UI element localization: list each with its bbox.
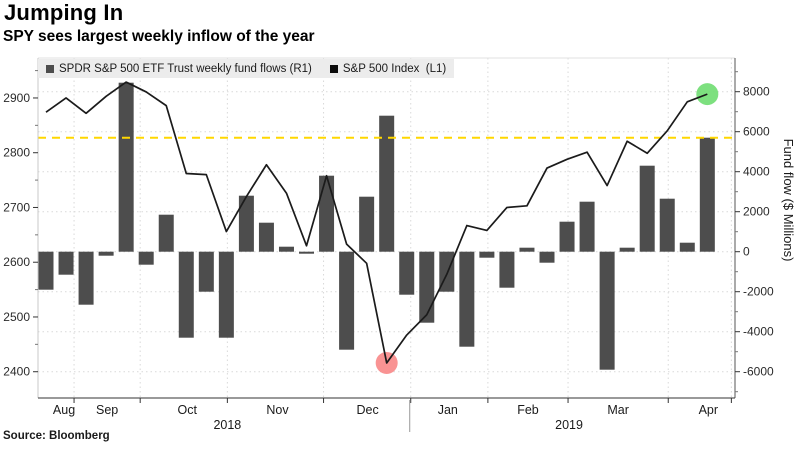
fund-flow-bar	[58, 251, 74, 275]
fund-flow-bar	[699, 137, 715, 252]
fund-flow-bar	[419, 251, 435, 323]
fund-flow-bar	[619, 247, 635, 252]
right-axis-tick-label: 8000	[743, 85, 770, 99]
fund-flow-bar	[98, 251, 114, 256]
fund-flow-bar	[299, 251, 315, 254]
fund-flow-bar	[559, 221, 575, 252]
fund-flow-bar	[519, 247, 535, 252]
right-axis-tick-label: -4000	[743, 325, 774, 339]
fund-flow-bar	[178, 251, 194, 338]
page-title: Jumping In	[4, 0, 124, 25]
legend-label-spx: S&P 500 Index (L1)	[342, 62, 447, 75]
left-axis-tick-label: 2600	[3, 255, 30, 269]
fund-flow-bar	[599, 251, 615, 370]
fund-flow-bar	[38, 251, 54, 290]
fund-flow-bar	[158, 214, 174, 252]
fund-flow-bar	[639, 165, 655, 252]
fund-flow-bar	[319, 175, 335, 252]
month-label: Feb	[517, 403, 539, 417]
fund-flow-bar	[679, 242, 695, 252]
right-axis-tick-label: 2000	[743, 205, 770, 219]
year-label: 2019	[555, 418, 583, 432]
fund-flow-bar	[258, 222, 274, 252]
fund-flow-bar	[218, 251, 234, 338]
fund-flow-bar	[198, 251, 214, 292]
fund-flow-bar	[379, 115, 395, 252]
left-axis-tick-label: 2800	[3, 146, 30, 160]
month-label: Apr	[699, 403, 718, 417]
fund-flow-bar	[278, 246, 294, 252]
year-label: 2018	[213, 418, 241, 432]
fund-flow-bar	[138, 251, 154, 265]
chart-subtitle: SPY sees largest weekly inflow of the ye…	[3, 28, 315, 45]
source-attribution: Source: Bloomberg	[3, 430, 110, 442]
month-label: Sep	[96, 403, 118, 417]
month-label: Oct	[178, 403, 198, 417]
right-axis-tick-label: -2000	[743, 285, 774, 299]
right-axis-tick-label: -6000	[743, 365, 774, 379]
fund-flow-bar	[359, 196, 375, 252]
month-label: Mar	[607, 403, 629, 417]
fund-flow-bar	[78, 251, 94, 305]
left-axis-tick-label: 2500	[3, 310, 30, 324]
right-axis-tick-label: 0	[743, 245, 750, 259]
month-label: Dec	[357, 403, 379, 417]
month-label: Jan	[438, 403, 458, 417]
fund-flow-bar	[479, 251, 495, 258]
chart-legend: SPDR S&P 500 ETF Trust weekly fund flows…	[38, 59, 455, 78]
left-axis-tick-label: 2400	[3, 365, 30, 379]
month-label: Aug	[53, 403, 75, 417]
fund-flow-bar	[539, 251, 555, 263]
fund-flows-swatch-icon	[46, 64, 54, 73]
right-axis-tick-label: 6000	[743, 125, 770, 139]
legend-label-fund-flows: SPDR S&P 500 ETF Trust weekly fund flows…	[59, 62, 312, 75]
legend-item-fund-flows: SPDR S&P 500 ETF Trust weekly fund flows…	[46, 63, 312, 75]
fund-flow-bar	[579, 201, 595, 252]
left-axis-tick-label: 2700	[3, 200, 30, 214]
right-axis-tick-label: 4000	[743, 165, 770, 179]
fund-flow-bar	[499, 251, 515, 288]
fund-flow-bar	[118, 82, 134, 252]
spx-swatch-icon	[329, 64, 338, 73]
fund-flow-bar	[238, 195, 254, 252]
left-axis-tick-label: 2900	[3, 91, 30, 105]
right-axis-title: Fund flow ($ Millions)	[781, 139, 796, 262]
fund-flow-bar	[659, 198, 675, 252]
month-label: Nov	[266, 403, 289, 417]
spx-index-line	[45, 81, 708, 364]
legend-item-spx: S&P 500 Index (L1)	[329, 62, 447, 75]
fund-flow-bar	[459, 251, 475, 347]
fund-flow-bar	[339, 251, 355, 350]
fund-flow-bar	[399, 251, 415, 295]
